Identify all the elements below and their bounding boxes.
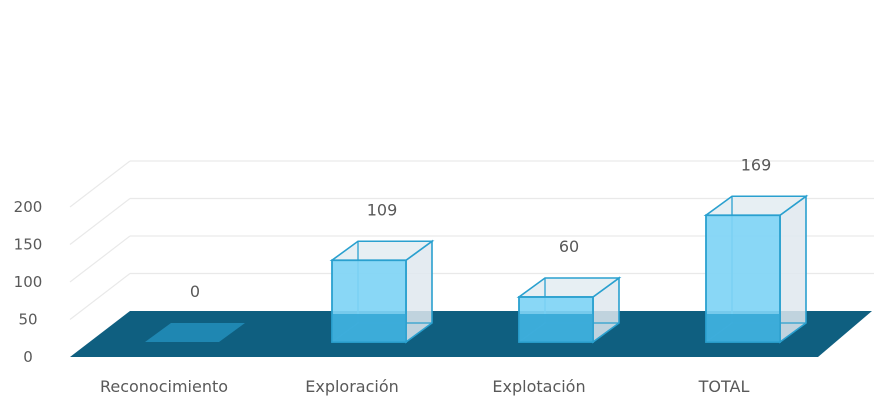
data-label: 169 [741,155,772,174]
bar-floor-overlap [707,314,779,341]
gridline [69,273,131,320]
bar-footprint [145,323,245,342]
y-tick-label: 100 [14,273,43,291]
x-tick-label: TOTAL [698,377,750,396]
y-tick-label: 200 [14,198,43,216]
y-axis: 0 50 100 150 200 [14,198,43,366]
bar [329,239,435,344]
floor-plane [70,311,872,357]
bar-floor-overlap [520,314,592,341]
gridline [69,160,131,208]
bar [145,323,245,342]
y-tick-label: 50 [18,311,37,329]
data-labels: 0 109 60 169 [190,155,771,301]
gridline [69,235,131,283]
data-label: 109 [367,200,398,219]
bar-side-face [779,194,807,344]
gridline [69,198,131,245]
data-label: 0 [190,282,200,301]
bar [703,194,809,344]
chart-floor [70,311,872,357]
x-tick-label: Explotación [492,377,585,396]
x-tick-label: Reconocimiento [100,377,228,396]
y-tick-label: 150 [14,236,43,254]
data-label: 60 [559,237,579,256]
y-tick-label: 0 [23,348,33,366]
x-tick-label: Exploración [305,377,399,396]
bar [516,276,622,344]
x-axis: Reconocimiento Exploración Explotación TOTA… [100,377,750,396]
bar-floor-overlap [333,314,405,341]
bars [145,194,809,344]
